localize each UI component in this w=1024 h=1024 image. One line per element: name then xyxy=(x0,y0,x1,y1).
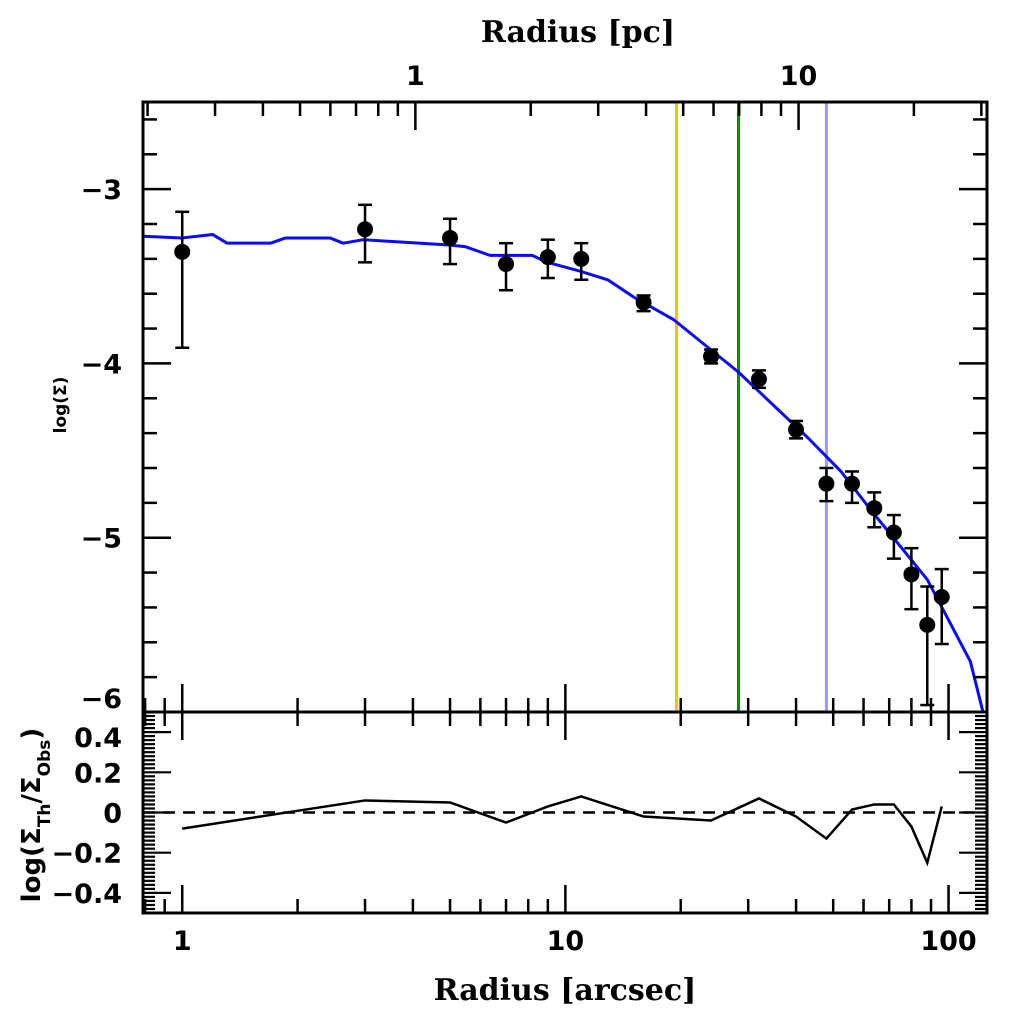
data-point xyxy=(866,500,883,517)
data-point xyxy=(818,475,835,492)
res-y-tick-label: −0.2 xyxy=(52,839,122,870)
residual-panel: 1 10 100 0.4 0.2 0 −0.2 −0.4 xyxy=(52,710,989,957)
data-point-group xyxy=(357,203,374,264)
data-point-group xyxy=(703,348,720,365)
x-tick-label: 10 xyxy=(547,926,585,957)
data-point xyxy=(442,229,459,246)
residual-ylabel-sub-th: Th xyxy=(35,804,55,828)
y-tick-label: −5 xyxy=(81,524,122,555)
data-point-group xyxy=(498,241,515,292)
top-x-tick-label: 1 xyxy=(406,61,425,92)
y-tick-label: −4 xyxy=(81,349,122,380)
data-point xyxy=(174,243,191,260)
x-tick-label: 100 xyxy=(920,926,976,957)
res-y-tick-label: −0.4 xyxy=(52,879,122,910)
upper-panel: 1 10 −3 −4 −5 −6 xyxy=(81,61,989,715)
data-point xyxy=(844,475,861,492)
res-y-tick-label: 0.2 xyxy=(74,758,122,789)
data-point xyxy=(539,249,556,266)
data-point xyxy=(357,221,374,238)
data-point-group xyxy=(818,466,835,503)
y-tick-label: −3 xyxy=(81,175,122,206)
data-point xyxy=(885,524,902,541)
residual-line xyxy=(182,795,943,867)
data-point xyxy=(919,616,936,633)
data-point xyxy=(933,588,950,605)
upper-frame xyxy=(141,100,989,714)
data-point-group xyxy=(885,513,902,560)
res-y-tick-label: 0.4 xyxy=(74,723,122,754)
x-tick-label: 1 xyxy=(173,926,192,957)
y-axis-title: log(Σ) xyxy=(51,377,71,434)
data-point xyxy=(903,566,920,583)
residual-ylabel-prefix: log(Σ xyxy=(17,827,47,902)
x-axis-title: Radius [arcsec] xyxy=(434,973,697,1008)
data-point-group xyxy=(919,585,936,707)
data-point-group xyxy=(539,238,556,280)
residual-ylabel-sub-obs: Obs xyxy=(35,740,55,777)
data-point-group xyxy=(844,470,861,505)
top-axis-title: Radius [pc] xyxy=(481,15,675,50)
data-point xyxy=(498,256,515,273)
res-y-tick-label: 0 xyxy=(103,799,122,830)
data-point xyxy=(573,250,590,267)
data-point-group xyxy=(750,369,767,390)
residual-y-axis-title: log(ΣTh/ΣObs) xyxy=(17,728,55,903)
data-point-group xyxy=(866,491,883,529)
y-tick-label: −6 xyxy=(81,684,122,715)
residual-ylabel-suffix: ) xyxy=(17,728,47,740)
data-point xyxy=(635,294,652,311)
data-point-group xyxy=(635,294,652,313)
data-point-group xyxy=(174,210,191,349)
data-point-group xyxy=(442,217,459,266)
data-point-group xyxy=(933,567,950,646)
data-point xyxy=(788,421,805,438)
model-curve xyxy=(142,232,985,713)
top-x-tick-label: 10 xyxy=(780,61,818,92)
data-point xyxy=(750,371,767,388)
data-point xyxy=(703,348,720,365)
data-point-group xyxy=(903,546,920,611)
data-point-group xyxy=(573,241,590,282)
data-point-group xyxy=(788,419,805,440)
residual-ylabel-mid: /Σ xyxy=(17,776,47,803)
